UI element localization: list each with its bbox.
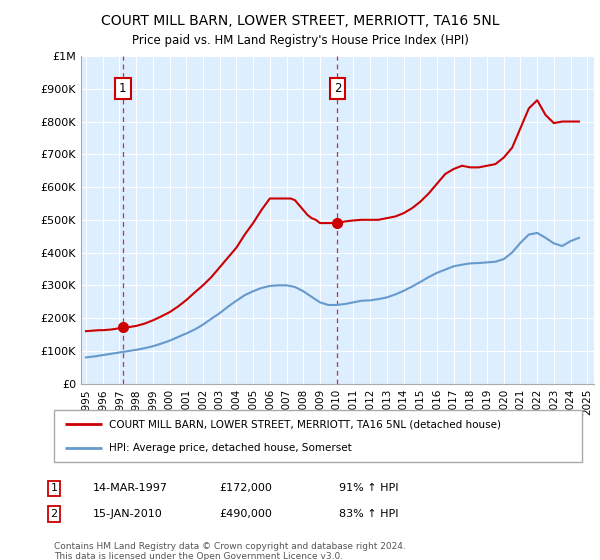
Text: 1: 1	[119, 82, 127, 95]
Text: £490,000: £490,000	[219, 509, 272, 519]
Text: COURT MILL BARN, LOWER STREET, MERRIOTT, TA16 5NL (detached house): COURT MILL BARN, LOWER STREET, MERRIOTT,…	[109, 419, 502, 430]
Text: 91% ↑ HPI: 91% ↑ HPI	[339, 483, 398, 493]
Text: 2: 2	[50, 509, 58, 519]
Text: COURT MILL BARN, LOWER STREET, MERRIOTT, TA16 5NL: COURT MILL BARN, LOWER STREET, MERRIOTT,…	[101, 14, 499, 28]
Text: 14-MAR-1997: 14-MAR-1997	[93, 483, 168, 493]
Text: 83% ↑ HPI: 83% ↑ HPI	[339, 509, 398, 519]
Text: 15-JAN-2010: 15-JAN-2010	[93, 509, 163, 519]
FancyBboxPatch shape	[54, 410, 582, 462]
Text: £172,000: £172,000	[219, 483, 272, 493]
Text: Price paid vs. HM Land Registry's House Price Index (HPI): Price paid vs. HM Land Registry's House …	[131, 34, 469, 46]
Text: HPI: Average price, detached house, Somerset: HPI: Average price, detached house, Some…	[109, 443, 352, 453]
Text: 2: 2	[334, 82, 341, 95]
Text: 1: 1	[50, 483, 58, 493]
Text: Contains HM Land Registry data © Crown copyright and database right 2024.
This d: Contains HM Land Registry data © Crown c…	[54, 542, 406, 560]
